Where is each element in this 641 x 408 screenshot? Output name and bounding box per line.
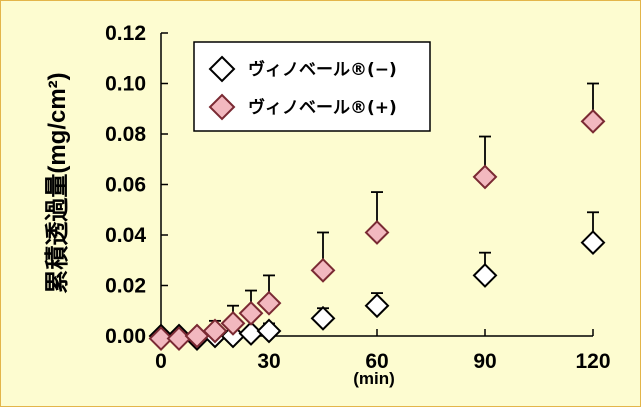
data-point-series-2	[310, 257, 336, 283]
data-point-series-2	[184, 323, 210, 349]
data-point-series-1	[256, 318, 282, 344]
data-point-series-2	[472, 164, 498, 190]
x-tick-label: 60	[365, 350, 388, 373]
data-point-series-2	[238, 300, 264, 326]
tick-labels: 0.00 0.02 0.04 0.06 0.08 0.10 0.12 0 30 60 90 120	[105, 22, 610, 373]
legend-marker-series-1	[208, 55, 236, 83]
y-tick-label: 0.10	[105, 73, 146, 96]
data-point-series-1	[472, 262, 498, 288]
y-tick-label: 0.06	[105, 174, 146, 197]
data-point-series-2	[220, 310, 246, 336]
data-point-series-1	[238, 321, 264, 346]
legend: ヴィノベール®(−) ヴィノベール®(+)	[193, 41, 431, 132]
data-markers	[148, 108, 606, 351]
data-point-series-2	[256, 290, 282, 316]
x-tick-label: 0	[155, 350, 167, 373]
y-tick-label: 0.00	[105, 325, 146, 348]
data-point-series-2	[148, 326, 174, 351]
y-tick-label: 0.08	[105, 123, 146, 146]
legend-label-1: ヴィノベール®(−)	[248, 59, 397, 80]
x-tick-label: 120	[575, 350, 610, 373]
x-axis-label: (min)	[353, 369, 395, 388]
legend-marker-series-2	[208, 93, 236, 121]
data-point-series-2	[202, 318, 228, 344]
data-point-series-2	[580, 108, 606, 134]
data-point-series-1	[580, 230, 606, 255]
y-tick-label: 0.12	[105, 22, 146, 45]
x-tick-label: 30	[257, 350, 280, 373]
x-tick-label: 90	[473, 350, 496, 373]
legend-label-2: ヴィノベール®(+)	[248, 97, 397, 118]
legend-box	[193, 41, 431, 132]
data-point-series-1	[310, 305, 336, 331]
y-axis-label: 累積透過量(mg/cm²)	[44, 72, 71, 293]
y-tick-label: 0.02	[105, 275, 146, 298]
data-point-series-2	[166, 326, 192, 351]
y-tick-label: 0.04	[105, 224, 146, 247]
data-point-series-2	[364, 220, 390, 245]
data-point-series-1	[364, 293, 390, 319]
